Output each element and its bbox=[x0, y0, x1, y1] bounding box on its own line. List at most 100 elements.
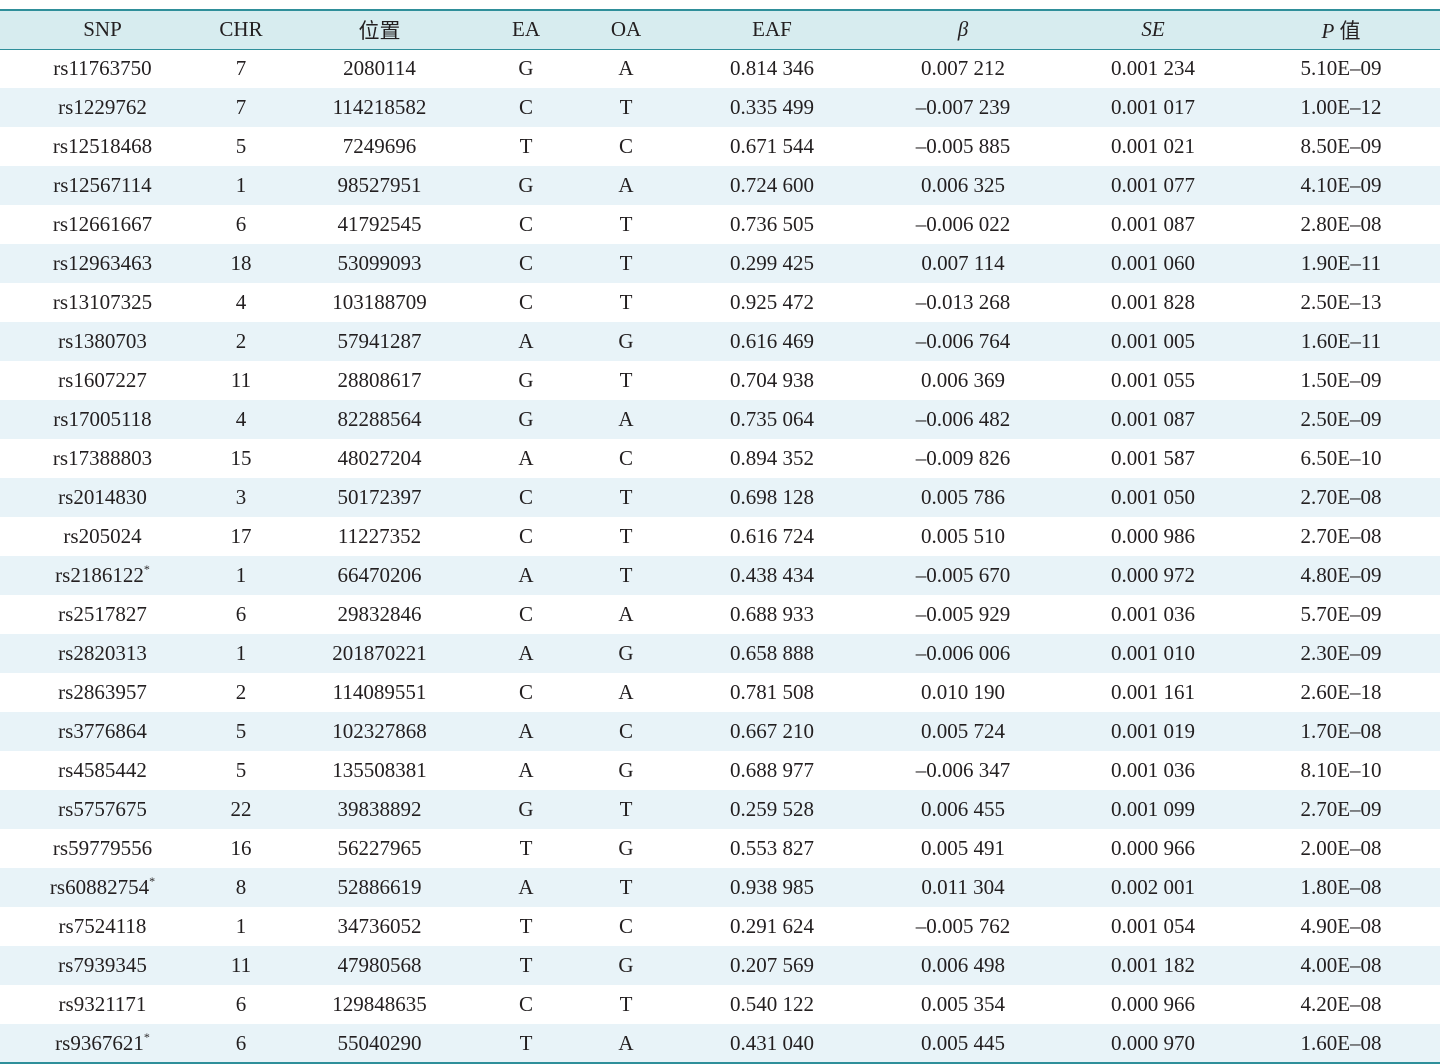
table-cell: rs13107325 bbox=[52, 290, 153, 314]
table-row: rs7939345 11 47980568 T G 0.207 569 0.006 498 0… bbox=[0, 946, 1440, 985]
table-cell: 0.001 161 bbox=[1111, 680, 1195, 704]
table-cell: 0.735 064 bbox=[730, 407, 814, 431]
table-cell: 1 bbox=[235, 914, 247, 938]
table-cell: rs4585442 bbox=[58, 758, 147, 782]
table-cell: T bbox=[619, 992, 633, 1016]
table-cell: T bbox=[519, 953, 533, 977]
table-container: SNP CHR 位置 EA OA EAF β SE P 值 rs11763750 7 2080114… bbox=[0, 9, 1440, 1064]
table-cell: 1 bbox=[235, 173, 247, 197]
table-row: rs59779556 16 56227965 T G 0.553 827 0.005 491… bbox=[0, 829, 1440, 868]
table-cell: –0.006 347 bbox=[915, 758, 1011, 782]
table-cell: 55040290 bbox=[337, 1030, 422, 1055]
table-cell: C bbox=[518, 524, 533, 548]
table-cell: 0.001 005 bbox=[1111, 329, 1195, 353]
table-cell: 0.007 114 bbox=[921, 251, 1005, 275]
table-cell: 0.001 587 bbox=[1111, 446, 1195, 470]
table-cell: 0.658 888 bbox=[730, 641, 814, 665]
table-cell: 0.540 122 bbox=[730, 992, 814, 1016]
table-cell: 2.50E–09 bbox=[1300, 407, 1382, 431]
table-cell: 0.335 499 bbox=[730, 95, 814, 119]
table-cell: G bbox=[618, 836, 634, 860]
table-cell: 0.005 445 bbox=[921, 1030, 1005, 1055]
header-cell: SE bbox=[1141, 17, 1165, 42]
table-cell: C bbox=[518, 602, 533, 626]
table-cell: G bbox=[518, 173, 534, 197]
table-cell: 1.60E–11 bbox=[1300, 329, 1382, 353]
table-cell: 0.925 472 bbox=[730, 290, 814, 314]
table-cell: G bbox=[618, 329, 634, 353]
table-row: rs205024 17 11227352 C T 0.616 724 0.005 510 0.… bbox=[0, 517, 1440, 556]
table-cell: 0.005 786 bbox=[921, 485, 1005, 509]
table-cell: T bbox=[619, 875, 633, 899]
table-cell: rs5757675 bbox=[58, 797, 147, 821]
table-cell: 2 bbox=[235, 680, 247, 704]
table-cell: 0.431 040 bbox=[730, 1030, 814, 1055]
table-cell: T bbox=[619, 95, 633, 119]
table-cell: A bbox=[618, 602, 634, 626]
table-cell: 16 bbox=[230, 836, 252, 860]
table-cell: T bbox=[519, 134, 533, 158]
table-cell: 0.704 938 bbox=[730, 368, 814, 392]
table-cell: –0.005 885 bbox=[915, 134, 1011, 158]
table-cell: 2 bbox=[235, 329, 247, 353]
table-cell: 57941287 bbox=[337, 329, 422, 353]
header-italic: P bbox=[1321, 18, 1335, 43]
table-cell: C bbox=[618, 134, 633, 158]
table-cell: 102327868 bbox=[332, 719, 427, 743]
table-cell: 1.00E–12 bbox=[1300, 95, 1382, 119]
table-cell: rs60882754* bbox=[0, 868, 205, 907]
table-cell: rs2517827 bbox=[58, 602, 147, 626]
table-cell: 0.001 050 bbox=[1111, 485, 1195, 509]
table-cell: 5 bbox=[235, 719, 247, 743]
table-row: rs7524118 1 34736052 T C 0.291 624 –0.005 762 0… bbox=[0, 907, 1440, 946]
table-cell: T bbox=[619, 251, 633, 275]
table-cell: 0.616 469 bbox=[730, 329, 814, 353]
table-cell: 29832846 bbox=[337, 602, 422, 626]
table-body: rs11763750 7 2080114 G A 0.814 346 0.007 212 0.… bbox=[0, 49, 1440, 1063]
table-cell: 0.938 985 bbox=[730, 875, 814, 899]
table-cell: 0.259 528 bbox=[730, 797, 814, 821]
table-row: rs1607227 11 28808617 G T 0.704 938 0.006 369 0… bbox=[0, 361, 1440, 400]
table-cell: 0.006 325 bbox=[921, 173, 1005, 197]
table-cell: –0.007 239 bbox=[915, 95, 1011, 119]
table-cell: 0.736 505 bbox=[730, 212, 814, 236]
table-cell: 0.000 966 bbox=[1111, 992, 1195, 1016]
table-cell: –0.005 670 bbox=[915, 563, 1011, 587]
table-cell: 2.80E–08 bbox=[1300, 212, 1382, 236]
table-cell: 17 bbox=[230, 524, 252, 548]
table-cell: 0.553 827 bbox=[730, 836, 814, 860]
table-cell: T bbox=[619, 368, 633, 392]
footnote-marker: * bbox=[149, 874, 156, 888]
header-row: SNP CHR 位置 EA OA EAF β SE P 值 bbox=[0, 10, 1440, 49]
table-cell: rs1229762 bbox=[58, 95, 147, 119]
footnote-marker: * bbox=[143, 562, 150, 576]
table-cell: 2.30E–09 bbox=[1300, 641, 1382, 665]
table-cell: C bbox=[618, 446, 633, 470]
table-row: rs1380703 2 57941287 A G 0.616 469 –0.006 764 0… bbox=[0, 322, 1440, 361]
table-cell: 6 bbox=[235, 212, 247, 236]
table-cell: 7 bbox=[235, 56, 247, 81]
table-cell: T bbox=[619, 290, 633, 314]
table-cell: 6 bbox=[235, 1030, 247, 1055]
table-cell: 34736052 bbox=[337, 914, 422, 938]
table-row: rs2014830 3 50172397 C T 0.698 128 0.005 786 0.… bbox=[0, 478, 1440, 517]
table-cell: rs11763750 bbox=[53, 56, 152, 81]
table-cell: 0.005 510 bbox=[921, 524, 1005, 548]
table-cell: 0.001 087 bbox=[1111, 407, 1195, 431]
table-cell: T bbox=[519, 1030, 533, 1055]
table-row: rs17388803 15 48027204 A C 0.894 352 –0.009 82… bbox=[0, 439, 1440, 478]
header-cell: β bbox=[957, 17, 969, 42]
table-cell: 2080114 bbox=[343, 56, 416, 81]
table-cell: 0.001 055 bbox=[1111, 368, 1195, 392]
table-cell: 5 bbox=[235, 758, 247, 782]
table-cell: 1.90E–11 bbox=[1300, 251, 1382, 275]
table-cell: 6 bbox=[235, 602, 247, 626]
table-cell: 48027204 bbox=[337, 446, 422, 470]
table-cell: 5.10E–09 bbox=[1300, 56, 1382, 81]
table-cell: 0.894 352 bbox=[730, 446, 814, 470]
table-cell: rs12661667 bbox=[52, 212, 153, 236]
table-row: rs1229762 7 114218582 C T 0.335 499 –0.007 239… bbox=[0, 88, 1440, 127]
table-cell: 66470206 bbox=[337, 563, 422, 587]
header-cell: EA bbox=[512, 17, 540, 42]
table-cell: 4 bbox=[235, 290, 247, 314]
